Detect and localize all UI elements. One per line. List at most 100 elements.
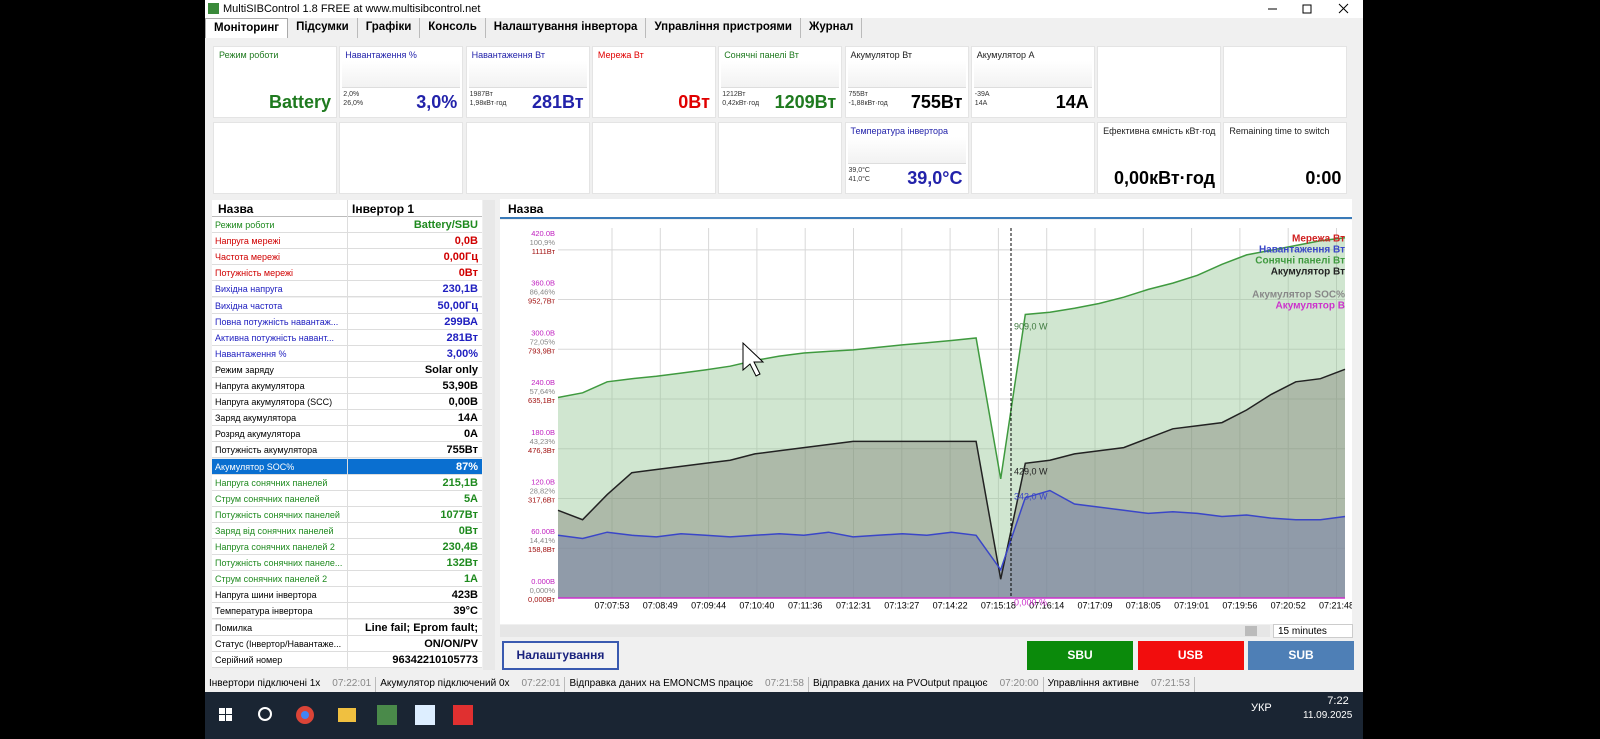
row-value: 0,00В <box>448 396 478 409</box>
window-title: MultiSIBControl 1.8 FREE at www.multisib… <box>223 3 481 15</box>
row-value: 230,1В <box>442 283 478 296</box>
row-label: Потужність сонячних панеле... <box>215 558 343 569</box>
row-label: Струм сонячних панелей 2 <box>215 574 328 585</box>
mouse-cursor <box>742 341 765 377</box>
x-tick-label: 07:18:05 <box>1126 600 1161 610</box>
title-bar: MultiSIBControl 1.8 FREE at www.multisib… <box>205 0 1363 18</box>
header-cell: Назва <box>218 202 254 216</box>
y-tick-label: 72,05% <box>530 337 556 346</box>
tile <box>339 122 464 194</box>
status-item: Управління активне 07:21:53 <box>1044 677 1195 692</box>
row-value: Battery/SBU <box>413 219 478 231</box>
row-label: Статус (Інвертор/Навантаже... <box>215 638 342 649</box>
row-value: 132Вт <box>446 557 478 570</box>
tab[interactable]: Графіки <box>358 18 421 38</box>
tile-stat: 1212Вт <box>722 91 746 98</box>
tile-value: 3,0% <box>416 92 458 112</box>
chart-header: Назва <box>500 199 1352 219</box>
row-value: 281Вт <box>446 331 478 344</box>
settings-button[interactable]: Налаштування <box>502 641 619 670</box>
row-label: Заряд від сонячних панелей <box>215 525 334 536</box>
y-tick-label: 43,23% <box>530 437 556 446</box>
tile: Ефективна ємність кВт·год 0,00кВт·год <box>1097 122 1222 194</box>
x-tick-label: 07:21:48 <box>1319 600 1352 610</box>
tile-label: Навантаження Вт <box>471 50 545 60</box>
legend-entry: Акумулятор SOC% <box>1252 290 1345 301</box>
tab[interactable]: Журнал <box>801 18 863 38</box>
row-label: Температура інвертора <box>215 606 313 617</box>
tile <box>213 122 337 194</box>
row-value: 0A <box>463 428 478 441</box>
x-tick-label: 07:15:18 <box>981 600 1016 610</box>
status-item: Відправка даних на PVOutput працює 07:20:… <box>809 677 1044 692</box>
header-text: Назва <box>508 202 544 216</box>
row-value: 5A <box>463 492 478 505</box>
tile: Мережа Вт 0Вт <box>591 46 716 118</box>
scrollbar[interactable] <box>483 200 495 670</box>
mode-button[interactable]: SBU <box>1027 641 1133 670</box>
row-label: Напруга сонячних панелей <box>215 477 328 488</box>
tile-label: Акумулятор Вт <box>850 50 913 60</box>
row-value: 39°C <box>453 605 478 618</box>
tab[interactable]: Моніторинг <box>205 18 289 38</box>
y-tick-label: 476,3Вт <box>528 446 556 455</box>
status-text: Інвертори підключені 1x <box>209 678 321 689</box>
y-tick-label: 952,7Вт <box>528 297 556 306</box>
series-area <box>558 490 1345 598</box>
tile-value: 1209Вт <box>774 92 837 112</box>
status-bar: Інвертори підключені 1x 07:22:01 Акумулято… <box>205 677 1363 692</box>
row-value: Solar only <box>424 363 478 376</box>
y-tick-label: 60.00В <box>531 527 555 536</box>
tile-label: Режим роботи <box>219 50 279 60</box>
window-controls[interactable] <box>1260 0 1360 18</box>
tab[interactable]: Налаштування інвертора <box>486 18 647 38</box>
row-value: 0Вт <box>458 267 478 280</box>
tile-value: 14A <box>1055 92 1089 112</box>
y-tick-label: 14,41% <box>530 536 556 545</box>
mode-button[interactable]: USB <box>1137 641 1244 670</box>
row-label: Напруга акумулятора (SCC) <box>215 397 333 408</box>
clock-time[interactable]: 7:22 <box>1327 695 1349 707</box>
tile-value: 39,0°C <box>907 168 963 188</box>
x-tick-label: 07:13:27 <box>884 600 919 610</box>
row-label: Потужність акумулятора <box>215 445 318 456</box>
y-tick-label: 1111Вт <box>532 247 556 256</box>
tile-value: 0,00кВт·год <box>1114 168 1216 188</box>
tab[interactable]: Управління пристроями <box>646 18 802 38</box>
series-line <box>557 489 1346 572</box>
tab[interactable]: Підсумки <box>288 18 358 38</box>
tile-stat: 1987Вт <box>469 91 493 98</box>
y-tick-label: 86,46% <box>530 288 556 297</box>
x-tick-label: 07:16:14 <box>1029 600 1064 610</box>
range-dropdown[interactable]: 15 minutes <box>1273 624 1353 638</box>
tile-value: 281Вт <box>531 92 584 112</box>
row-label: Режим заряду <box>215 364 274 375</box>
tile-stat: 14A <box>974 100 988 107</box>
clock-date[interactable]: 11.09.2025 <box>1303 710 1353 721</box>
tile-stat: 0,42кВт·год <box>722 100 760 107</box>
legend-entry: Навантаження Вт <box>1259 245 1345 256</box>
row-value: Line fail; Eprom fault; <box>364 621 478 634</box>
x-tick-label: 07:14:22 <box>933 600 968 610</box>
taskbar-icons[interactable] <box>215 700 475 730</box>
h-scrollbar[interactable] <box>500 625 1270 637</box>
row-label: Вихідна частота <box>215 300 283 311</box>
legend-entry: Акумулятор В <box>1275 301 1345 312</box>
status-item: Інвертори підключені 1x 07:22:01 <box>205 677 377 692</box>
tile-value: 755Вт <box>910 92 963 112</box>
scroll-thumb[interactable] <box>1245 626 1257 636</box>
tile <box>970 122 1095 194</box>
row-label: Вихідна напруга <box>215 284 283 295</box>
row-value: 96342210105773 <box>392 653 478 666</box>
mode-button[interactable]: SUB <box>1248 641 1354 670</box>
y-tick-label: 120.0В <box>531 477 555 486</box>
tab-bar: Моніторинг Підсумки Графіки Консоль Налаштув… <box>205 18 1363 38</box>
y-tick-label: 300.0В <box>531 328 555 337</box>
tile: Акумулятор Вт755Вт-2059Вт755Вт-1,88кВт·г… <box>844 46 969 118</box>
tab[interactable]: Консоль <box>420 18 486 38</box>
legend-entry: Сонячні панелі Вт <box>1255 256 1345 267</box>
language[interactable]: УКР <box>1251 702 1272 714</box>
status-time: 07:21:53 <box>1151 678 1190 689</box>
row-label: Активна потужність навант... <box>215 332 335 343</box>
